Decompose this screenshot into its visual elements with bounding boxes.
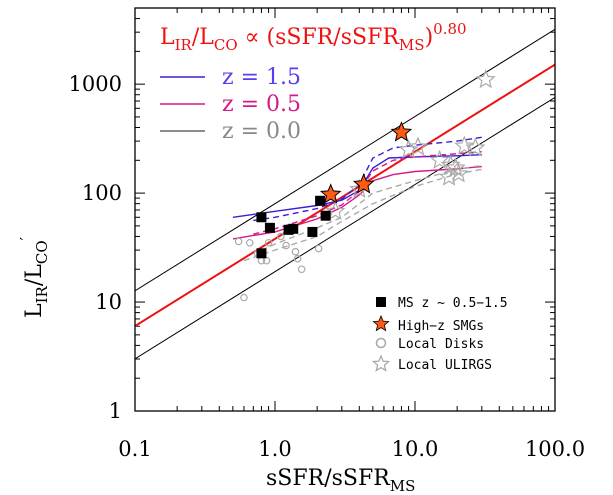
local-disk-point bbox=[291, 247, 300, 256]
ms-point bbox=[307, 226, 318, 237]
ms-point bbox=[288, 223, 299, 234]
local-ulirg-point bbox=[429, 149, 450, 169]
ms-legend-marker bbox=[376, 297, 386, 307]
local-ulirg-point bbox=[448, 163, 469, 183]
model-curve-3 bbox=[253, 151, 482, 235]
smg-point bbox=[319, 183, 342, 204]
local-disk-point bbox=[264, 238, 273, 247]
local-ulirg-point bbox=[325, 200, 346, 220]
local-disk-point bbox=[297, 265, 306, 274]
local-disk-point bbox=[240, 293, 248, 302]
z15-legend-label: z = 1.5 bbox=[222, 65, 301, 90]
local-disk-point bbox=[245, 238, 254, 247]
z00-legend-label: z = 0.0 bbox=[222, 119, 301, 144]
model-curve-1 bbox=[253, 136, 482, 222]
redshift-legend: z = 1.5 z = 0.5 z = 0.0 bbox=[160, 65, 301, 144]
smg-point bbox=[390, 121, 413, 142]
ulirg-legend-label: Local ULIRGS bbox=[398, 358, 492, 373]
local-ulirg-point bbox=[440, 154, 461, 174]
local-disk-point bbox=[234, 237, 243, 246]
x-axis-label: sSFR/sSFRMS bbox=[266, 466, 415, 495]
x-tick-label: 0.1 bbox=[118, 437, 151, 461]
x-tick-label: 100.0 bbox=[525, 437, 585, 461]
ms-legend-label: MS z ~ 0.5−1.5 bbox=[398, 296, 508, 311]
relation-annotation: LIR/LCO ∝ (sSFR/sSFRMS)0.80 bbox=[160, 20, 467, 54]
disk-legend-label: Local Disks bbox=[398, 337, 484, 352]
local-disk-point bbox=[293, 254, 302, 263]
local-ulirg-point bbox=[454, 135, 475, 155]
lower-envelope-line bbox=[135, 96, 555, 360]
model-curve-5 bbox=[261, 164, 482, 251]
ms-point bbox=[256, 212, 267, 223]
local-disk-point bbox=[314, 244, 323, 253]
y-tick-labels: 1 10 100 1000 bbox=[69, 72, 122, 423]
ms-point bbox=[256, 248, 267, 259]
local-ulirg-point bbox=[407, 136, 429, 156]
fit-relation-line bbox=[135, 63, 555, 327]
local-ulirg-point bbox=[398, 139, 419, 159]
smg-legend-marker bbox=[372, 314, 390, 332]
ms-point bbox=[315, 195, 326, 206]
x-tick-labels: 0.1 1.0 10.0 100.0 bbox=[118, 437, 585, 461]
z05-legend-label: z = 0.5 bbox=[222, 92, 301, 117]
x-tick-label: 10.0 bbox=[392, 437, 439, 461]
data-points bbox=[234, 69, 496, 302]
y-tick-label: 1000 bbox=[69, 72, 122, 96]
ms-point bbox=[264, 222, 275, 233]
plot-frame bbox=[134, 7, 556, 412]
marker-legend: MS z ~ 0.5−1.5 High−z SMGs Local Disks L… bbox=[371, 296, 508, 373]
disk-legend-marker bbox=[375, 337, 387, 349]
ms-point bbox=[320, 210, 331, 221]
local-ulirg-point bbox=[465, 137, 486, 157]
y-tick-label: 10 bbox=[95, 290, 122, 314]
y-tick-label: 100 bbox=[82, 181, 122, 205]
local-disk-point bbox=[262, 256, 271, 265]
local-ulirg-point bbox=[438, 166, 460, 186]
model-curve-0 bbox=[232, 154, 482, 218]
smg-point bbox=[352, 173, 375, 194]
local-disk-point bbox=[276, 232, 285, 241]
local-ulirg-point bbox=[475, 69, 496, 89]
y-axis-label: LIR/LCO′ bbox=[17, 236, 51, 318]
ulirg-legend-marker bbox=[371, 354, 391, 372]
x-tick-label: 1.0 bbox=[258, 437, 291, 461]
smg-legend-label: High−z SMGs bbox=[398, 319, 484, 334]
y-tick-label: 1 bbox=[109, 399, 122, 423]
local-disk-point bbox=[282, 241, 290, 250]
